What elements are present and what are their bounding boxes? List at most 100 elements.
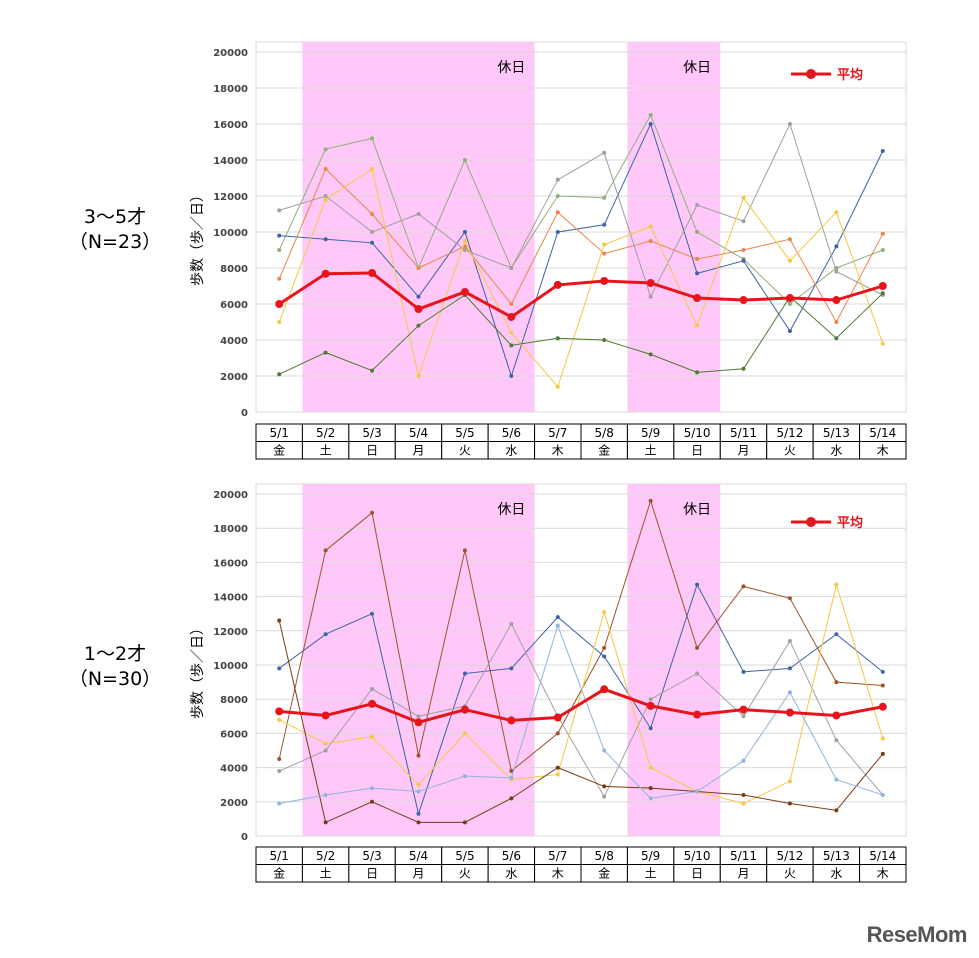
- average-point: [507, 312, 516, 321]
- individual-point: [555, 772, 560, 777]
- individual-point: [648, 498, 653, 503]
- group-label-3-5: 3～5才 （N=23）: [40, 205, 190, 255]
- individual-point: [277, 233, 282, 238]
- individual-point: [787, 302, 792, 306]
- y-tick-label: 6000: [220, 729, 248, 740]
- individual-point: [648, 122, 653, 126]
- individual-line: [279, 122, 884, 299]
- x-tick-weekday: 土: [645, 867, 657, 881]
- individual-point: [880, 149, 885, 153]
- individual-point: [648, 224, 653, 229]
- individual-point: [509, 374, 514, 378]
- individual-point: [602, 251, 607, 256]
- x-tick-date: 5/13: [823, 849, 850, 863]
- individual-point: [323, 237, 328, 242]
- average-point: [368, 699, 377, 708]
- individual-point: [880, 683, 885, 688]
- individual-point: [741, 758, 746, 763]
- y-tick-label: 12000: [213, 627, 248, 638]
- individual-point: [416, 266, 421, 270]
- x-tick-date: 5/10: [684, 849, 711, 863]
- holiday-label: 休日: [683, 60, 711, 76]
- x-tick-date: 5/10: [684, 426, 711, 440]
- chart-1: 休日 休日 0 2000 4000 6000 8000 10000 12000 14000 1600…: [190, 41, 907, 460]
- x-tick-date: 5/14: [869, 426, 896, 440]
- individual-point: [416, 789, 421, 794]
- y-tick-label: 14000: [213, 593, 248, 604]
- individual-point: [741, 584, 746, 589]
- holiday-label: 休日: [497, 502, 525, 518]
- x-tick-weekday: 月: [412, 867, 424, 881]
- individual-point: [695, 257, 700, 261]
- individual-point: [323, 820, 328, 825]
- y-tick-label: 16000: [213, 558, 248, 569]
- individual-point: [695, 582, 700, 587]
- individual-point: [416, 811, 421, 816]
- x-tick-weekday: 日: [366, 867, 378, 881]
- y-tick-label: 14000: [213, 156, 248, 167]
- y-tick-label: 4000: [220, 764, 248, 775]
- individual-point: [509, 266, 514, 270]
- age-label: 1～2才: [83, 643, 147, 665]
- x-tick-date: 5/8: [595, 426, 614, 440]
- x-tick-date: 5/9: [641, 849, 660, 863]
- holiday-band: [627, 42, 721, 412]
- individual-point: [323, 194, 328, 198]
- individual-point: [462, 731, 467, 736]
- x-tick-weekday: 水: [505, 444, 517, 458]
- y-tick-label: 6000: [220, 300, 248, 311]
- individual-point: [509, 775, 514, 780]
- y-tick-label: 8000: [220, 264, 248, 275]
- individual-point: [555, 210, 560, 215]
- x-tick-weekday: 日: [691, 867, 703, 881]
- resemom-logo: ReseMom: [866, 922, 968, 947]
- x-tick-date: 5/4: [409, 426, 428, 440]
- individual-point: [602, 784, 607, 789]
- chart-2: 休日 休日 0 2000 4000 6000 8000 10000 12000 14000 1600…: [190, 483, 907, 883]
- x-tick-date: 5/5: [455, 849, 474, 863]
- individual-point: [787, 639, 792, 644]
- individual-point: [277, 276, 282, 281]
- individual-line: [279, 292, 884, 375]
- individual-point: [741, 219, 746, 224]
- x-tick-weekday: 水: [830, 444, 842, 458]
- individual-point: [555, 623, 560, 628]
- individual-point: [416, 212, 421, 216]
- average-line: [279, 687, 884, 724]
- individual-point: [277, 372, 282, 377]
- individual-point: [741, 714, 746, 719]
- x-tick-weekday: 金: [273, 866, 285, 881]
- individual-point: [416, 374, 421, 378]
- individual-point: [602, 150, 607, 155]
- individual-point: [741, 258, 746, 263]
- individual-point: [462, 248, 467, 252]
- individual-point: [555, 230, 560, 234]
- average-point: [600, 276, 609, 285]
- individual-point: [416, 714, 421, 719]
- x-tick-weekday: 木: [552, 867, 564, 881]
- average-point: [646, 278, 655, 287]
- individual-point: [555, 336, 560, 341]
- individual-point: [787, 329, 792, 333]
- individual-point: [602, 338, 607, 342]
- holiday-band: [627, 484, 721, 836]
- individual-point: [602, 748, 607, 753]
- legend-marker: [806, 69, 816, 79]
- x-tick-weekday: 金: [273, 443, 285, 458]
- average-point: [832, 711, 841, 720]
- x-tick-weekday: 月: [737, 444, 749, 458]
- individual-point: [509, 796, 514, 801]
- individual-line: [279, 122, 884, 378]
- individual-point: [462, 230, 467, 234]
- x-tick-date: 5/3: [362, 849, 381, 863]
- individual-point: [602, 654, 607, 659]
- individual-point: [277, 320, 282, 324]
- x-tick-date: 5/4: [409, 849, 428, 863]
- individual-point: [277, 801, 282, 806]
- x-tick-weekday: 月: [412, 444, 424, 458]
- individual-point: [462, 671, 467, 676]
- y-tick-label: 4000: [220, 336, 248, 347]
- individual-point: [787, 779, 792, 784]
- individual-point: [323, 548, 328, 553]
- individual-point: [370, 734, 375, 739]
